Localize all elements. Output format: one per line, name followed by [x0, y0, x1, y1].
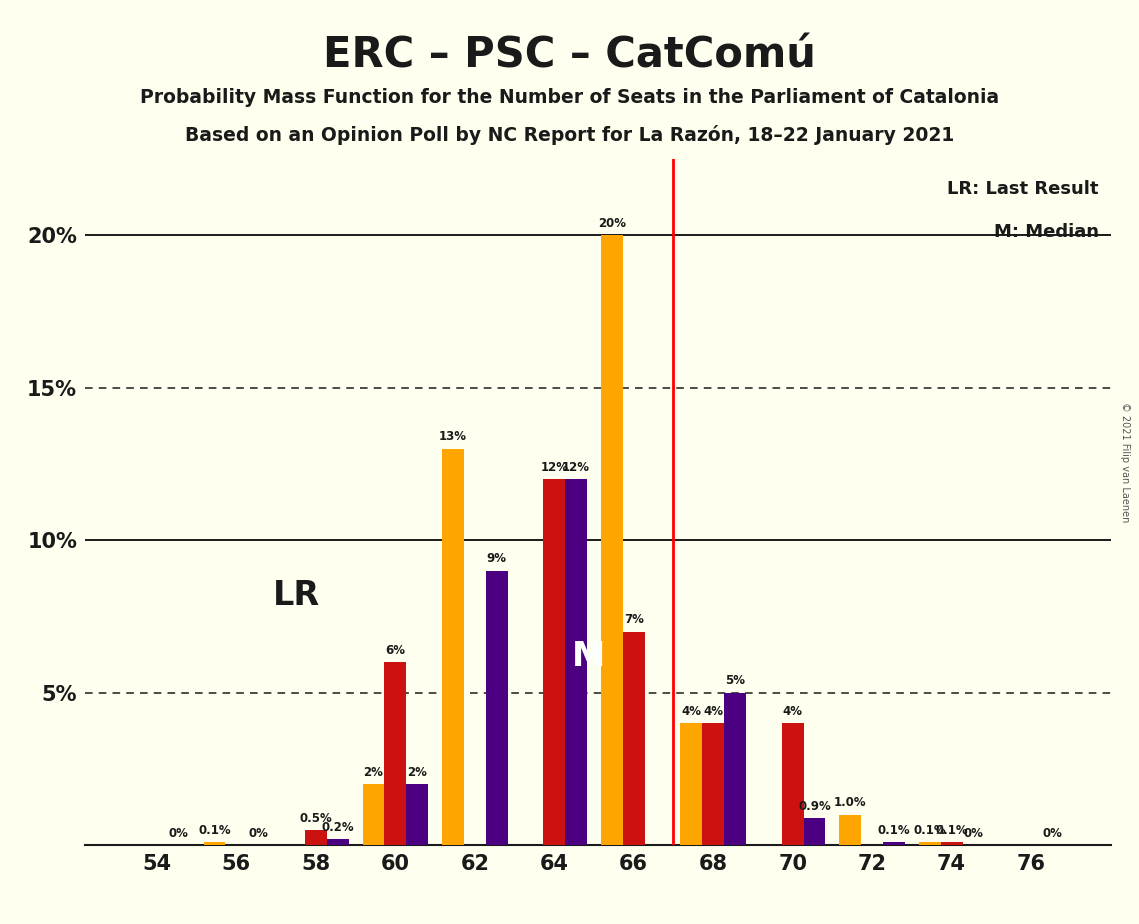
- Text: © 2021 Filip van Laenen: © 2021 Filip van Laenen: [1121, 402, 1130, 522]
- Bar: [724, 693, 746, 845]
- Text: Probability Mass Function for the Number of Seats in the Parliament of Catalonia: Probability Mass Function for the Number…: [140, 88, 999, 107]
- Bar: [839, 815, 861, 845]
- Text: 0.9%: 0.9%: [798, 799, 830, 812]
- Text: 12%: 12%: [563, 461, 590, 474]
- Bar: [485, 571, 508, 845]
- Bar: [703, 723, 724, 845]
- Bar: [384, 663, 407, 845]
- Text: M: M: [572, 639, 605, 673]
- Text: Based on an Opinion Poll by NC Report for La Razón, 18–22 January 2021: Based on an Opinion Poll by NC Report fo…: [185, 125, 954, 145]
- Text: 2%: 2%: [363, 766, 384, 779]
- Bar: [781, 723, 804, 845]
- Bar: [680, 723, 703, 845]
- Text: 4%: 4%: [703, 705, 723, 718]
- Bar: [204, 843, 226, 845]
- Text: 4%: 4%: [782, 705, 803, 718]
- Text: 0.1%: 0.1%: [878, 824, 910, 837]
- Bar: [919, 843, 941, 845]
- Text: 13%: 13%: [439, 431, 467, 444]
- Text: 6%: 6%: [385, 644, 405, 657]
- Bar: [305, 830, 327, 845]
- Text: 0.1%: 0.1%: [198, 824, 231, 837]
- Text: 2%: 2%: [408, 766, 427, 779]
- Bar: [804, 818, 826, 845]
- Bar: [941, 843, 962, 845]
- Text: M: Median: M: Median: [993, 223, 1099, 241]
- Bar: [543, 480, 565, 845]
- Bar: [362, 784, 384, 845]
- Text: 0%: 0%: [169, 827, 189, 840]
- Bar: [407, 784, 428, 845]
- Bar: [442, 449, 464, 845]
- Bar: [883, 843, 904, 845]
- Bar: [327, 839, 349, 845]
- Text: 1.0%: 1.0%: [834, 796, 867, 809]
- Bar: [623, 632, 645, 845]
- Text: 20%: 20%: [598, 217, 626, 230]
- Text: 0%: 0%: [248, 827, 268, 840]
- Text: 0%: 0%: [964, 827, 983, 840]
- Text: 0.5%: 0.5%: [300, 811, 333, 825]
- Text: 7%: 7%: [624, 614, 644, 626]
- Bar: [565, 480, 587, 845]
- Text: 0%: 0%: [1043, 827, 1063, 840]
- Text: 0.1%: 0.1%: [935, 824, 968, 837]
- Text: 5%: 5%: [726, 675, 745, 687]
- Text: LR: LR: [272, 578, 320, 612]
- Text: 0.2%: 0.2%: [321, 821, 354, 833]
- Text: ERC – PSC – CatComú: ERC – PSC – CatComú: [323, 34, 816, 76]
- Text: 0.1%: 0.1%: [913, 824, 947, 837]
- Text: 9%: 9%: [486, 553, 507, 565]
- Bar: [601, 236, 623, 845]
- Text: 4%: 4%: [681, 705, 702, 718]
- Text: 12%: 12%: [540, 461, 568, 474]
- Text: LR: Last Result: LR: Last Result: [948, 180, 1099, 199]
